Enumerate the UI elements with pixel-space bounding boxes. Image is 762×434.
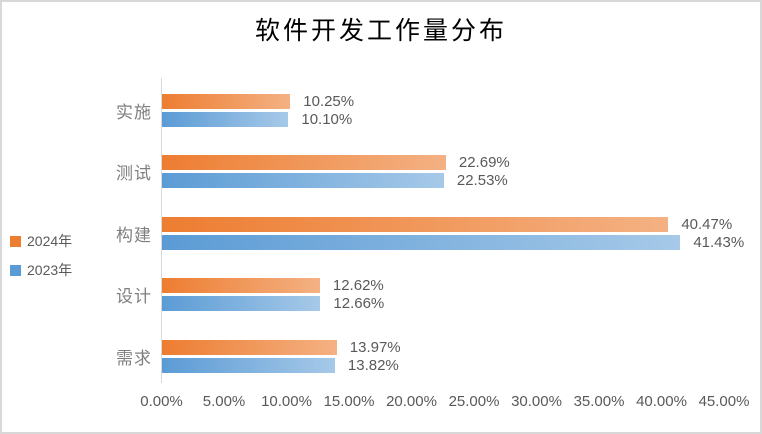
y-axis-line	[161, 78, 162, 383]
category-label-3: 设计	[116, 287, 152, 307]
value-label-2023年-1: 22.53%	[456, 172, 508, 189]
legend-label-2024: 2024年	[27, 233, 73, 249]
category-label-1: 测试	[116, 164, 152, 184]
x-tick-4: 20.00%	[386, 393, 437, 410]
x-tick-5: 25.00%	[448, 393, 500, 410]
category-label-0: 实施	[116, 102, 152, 123]
value-label-2023年-0: 10.10%	[301, 110, 353, 128]
x-tick-0: 0.00%	[140, 393, 183, 410]
value-label-2023年-3: 12.66%	[333, 295, 385, 312]
legend: 2024年 2023年	[10, 232, 72, 290]
legend-swatch-2024	[10, 235, 21, 247]
bar-2023年-2	[162, 234, 681, 250]
x-tick-1: 5.00%	[202, 393, 246, 410]
x-tick-9: 45.00%	[698, 393, 750, 410]
legend-swatch-2023	[10, 264, 21, 276]
x-tick-6: 30.00%	[511, 393, 562, 410]
bar-2023年-0	[162, 111, 289, 127]
category-label-4: 需求	[116, 348, 152, 369]
legend-item-2023: 2023年	[10, 261, 72, 279]
legend-label-2023: 2023年	[27, 262, 73, 278]
value-label-2024年-0: 10.25%	[303, 92, 355, 110]
x-tick-8: 40.00%	[636, 393, 687, 410]
x-tick-7: 35.00%	[573, 393, 625, 410]
legend-item-2024: 2024年	[10, 232, 72, 250]
bar-2024年-2	[162, 216, 669, 232]
bar-2023年-3	[162, 296, 321, 311]
bar-2024年-3	[162, 278, 320, 293]
value-label-2023年-4: 13.82%	[347, 356, 399, 374]
value-label-2023年-2: 41.43%	[693, 233, 745, 251]
value-label-2024年-1: 22.69%	[458, 154, 510, 171]
value-label-2024年-3: 12.62%	[332, 277, 384, 294]
category-label-2: 构建	[116, 225, 152, 246]
bar-2024年-1	[162, 155, 446, 170]
bar-2024年-4	[162, 339, 337, 355]
x-tick-2: 10.00%	[261, 393, 312, 410]
value-label-2024年-4: 13.97%	[349, 338, 401, 356]
chart-title: 软件开发工作量分布	[254, 16, 507, 45]
bar-2023年-4	[162, 357, 335, 373]
bar-2023年-1	[162, 173, 444, 188]
value-label-2024年-2: 40.47%	[681, 215, 733, 233]
bar-2024年-0	[162, 93, 291, 109]
x-tick-3: 15.00%	[323, 393, 375, 410]
